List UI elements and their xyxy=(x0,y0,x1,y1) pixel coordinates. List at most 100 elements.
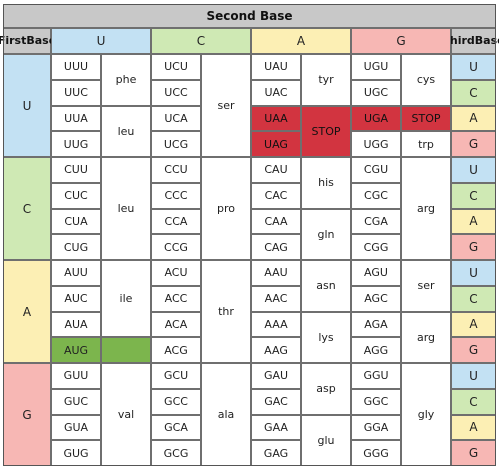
codon-cell: GUU xyxy=(51,363,101,389)
codon-cell: UAU xyxy=(251,54,301,80)
first-base-label: Base xyxy=(26,34,57,47)
codon-cell: UCU xyxy=(151,54,201,80)
stop-cell: STOP xyxy=(301,105,351,157)
amino-acid-cell: asn xyxy=(301,260,351,312)
second-base-a-header: A xyxy=(251,28,351,54)
codon-cell: UAC xyxy=(251,79,301,106)
third-base-c: C xyxy=(451,79,496,106)
first-base-a: A xyxy=(3,260,51,363)
amino-acid-cell: ala xyxy=(201,363,251,466)
third-base-g: G xyxy=(451,440,496,466)
amino-acid-cell: phe xyxy=(101,54,151,106)
second-base-c-header: C xyxy=(151,28,251,54)
codon-cell: UCA xyxy=(151,105,201,132)
codon-cell: GCA xyxy=(151,414,201,441)
stop-cell: STOP xyxy=(401,105,451,132)
codon-cell: UUU xyxy=(51,54,101,80)
codon-cell: CGG xyxy=(351,234,401,260)
amino-acid-cell: thr xyxy=(201,260,251,363)
third-base-a: A xyxy=(451,105,496,132)
codon-cell: AAA xyxy=(251,311,301,338)
codon-cell: CCC xyxy=(151,182,201,209)
codon-cell: CAA xyxy=(251,208,301,235)
codon-cell: GAU xyxy=(251,363,301,389)
codon-cell: GAA xyxy=(251,414,301,441)
amino-acid-cell: tyr xyxy=(301,54,351,106)
codon-cell: ACA xyxy=(151,311,201,338)
third-base-c: C xyxy=(451,182,496,209)
codon-cell: GUC xyxy=(51,388,101,415)
first-base-g: G xyxy=(3,363,51,466)
third-base-a: A xyxy=(451,414,496,441)
amino-acid-cell: leu xyxy=(101,157,151,260)
amino-acid-cell: ile xyxy=(101,260,151,338)
codon-cell: ACU xyxy=(151,260,201,286)
codon-cell: AGA xyxy=(351,311,401,338)
codon-cell: GCC xyxy=(151,388,201,415)
codon-cell: AGU xyxy=(351,260,401,286)
codon-cell: CUU xyxy=(51,157,101,183)
amino-acid-cell: leu xyxy=(101,105,151,157)
codon-cell: UUA xyxy=(51,105,101,132)
third-base-u: U xyxy=(451,54,496,80)
codon-cell: AUG xyxy=(51,337,101,363)
codon-cell: CAC xyxy=(251,182,301,209)
codon-cell: CGA xyxy=(351,208,401,235)
codon-cell: AUC xyxy=(51,285,101,312)
third-base-a: A xyxy=(451,208,496,235)
codon-cell: CGU xyxy=(351,157,401,183)
codon-cell: GCU xyxy=(151,363,201,389)
codon-cell: UAG xyxy=(251,131,301,157)
second-base-g-header: G xyxy=(351,28,451,54)
codon-cell: AUU xyxy=(51,260,101,286)
second-base-header: Second Base xyxy=(3,4,496,28)
codon-cell: UCC xyxy=(151,79,201,106)
first-base-header: First Base xyxy=(0,28,56,54)
codon-cell: CAG xyxy=(251,234,301,260)
amino-acid-cell: cys xyxy=(401,54,451,106)
first-base-u: U xyxy=(3,54,51,157)
first-base-label: First xyxy=(0,34,27,47)
codon-cell: CCA xyxy=(151,208,201,235)
start-codon-cell xyxy=(101,337,151,363)
codon-cell: UGG xyxy=(351,131,401,157)
amino-acid-cell: pro xyxy=(201,157,251,260)
codon-cell: AAG xyxy=(251,337,301,363)
amino-acid-cell: asp xyxy=(301,363,351,415)
codon-cell: GAG xyxy=(251,440,301,466)
codon-cell: GGU xyxy=(351,363,401,389)
codon-cell: CCG xyxy=(151,234,201,260)
third-base-u: U xyxy=(451,260,496,286)
codon-cell: CGC xyxy=(351,182,401,209)
codon-cell: UUC xyxy=(51,79,101,106)
amino-acid-cell: gly xyxy=(401,363,451,466)
codon-cell: GUG xyxy=(51,440,101,466)
amino-acid-cell: trp xyxy=(401,131,451,157)
third-base-u: U xyxy=(451,363,496,389)
second-base-u-header: U xyxy=(51,28,151,54)
amino-acid-cell: gln xyxy=(301,208,351,260)
third-base-g: G xyxy=(451,337,496,363)
codon-cell: ACC xyxy=(151,285,201,312)
third-base-c: C xyxy=(451,388,496,415)
amino-acid-cell: ser xyxy=(401,260,451,312)
codon-cell: CUC xyxy=(51,182,101,209)
third-base-a: A xyxy=(451,311,496,338)
codon-cell: AAC xyxy=(251,285,301,312)
third-base-u: U xyxy=(451,157,496,183)
amino-acid-cell: arg xyxy=(401,157,451,260)
first-base-c: C xyxy=(3,157,51,260)
codon-cell: UGA xyxy=(351,105,401,132)
third-base-g: G xyxy=(451,234,496,260)
codon-cell: UCG xyxy=(151,131,201,157)
codon-cell: AGC xyxy=(351,285,401,312)
codon-cell: CAU xyxy=(251,157,301,183)
codon-cell: GCG xyxy=(151,440,201,466)
codon-cell: UGU xyxy=(351,54,401,80)
codon-cell: GGA xyxy=(351,414,401,441)
codon-cell: CUA xyxy=(51,208,101,235)
third-base-label: Base xyxy=(474,34,499,47)
codon-cell: GUA xyxy=(51,414,101,441)
amino-acid-cell: lys xyxy=(301,311,351,363)
third-base-g: G xyxy=(451,131,496,157)
